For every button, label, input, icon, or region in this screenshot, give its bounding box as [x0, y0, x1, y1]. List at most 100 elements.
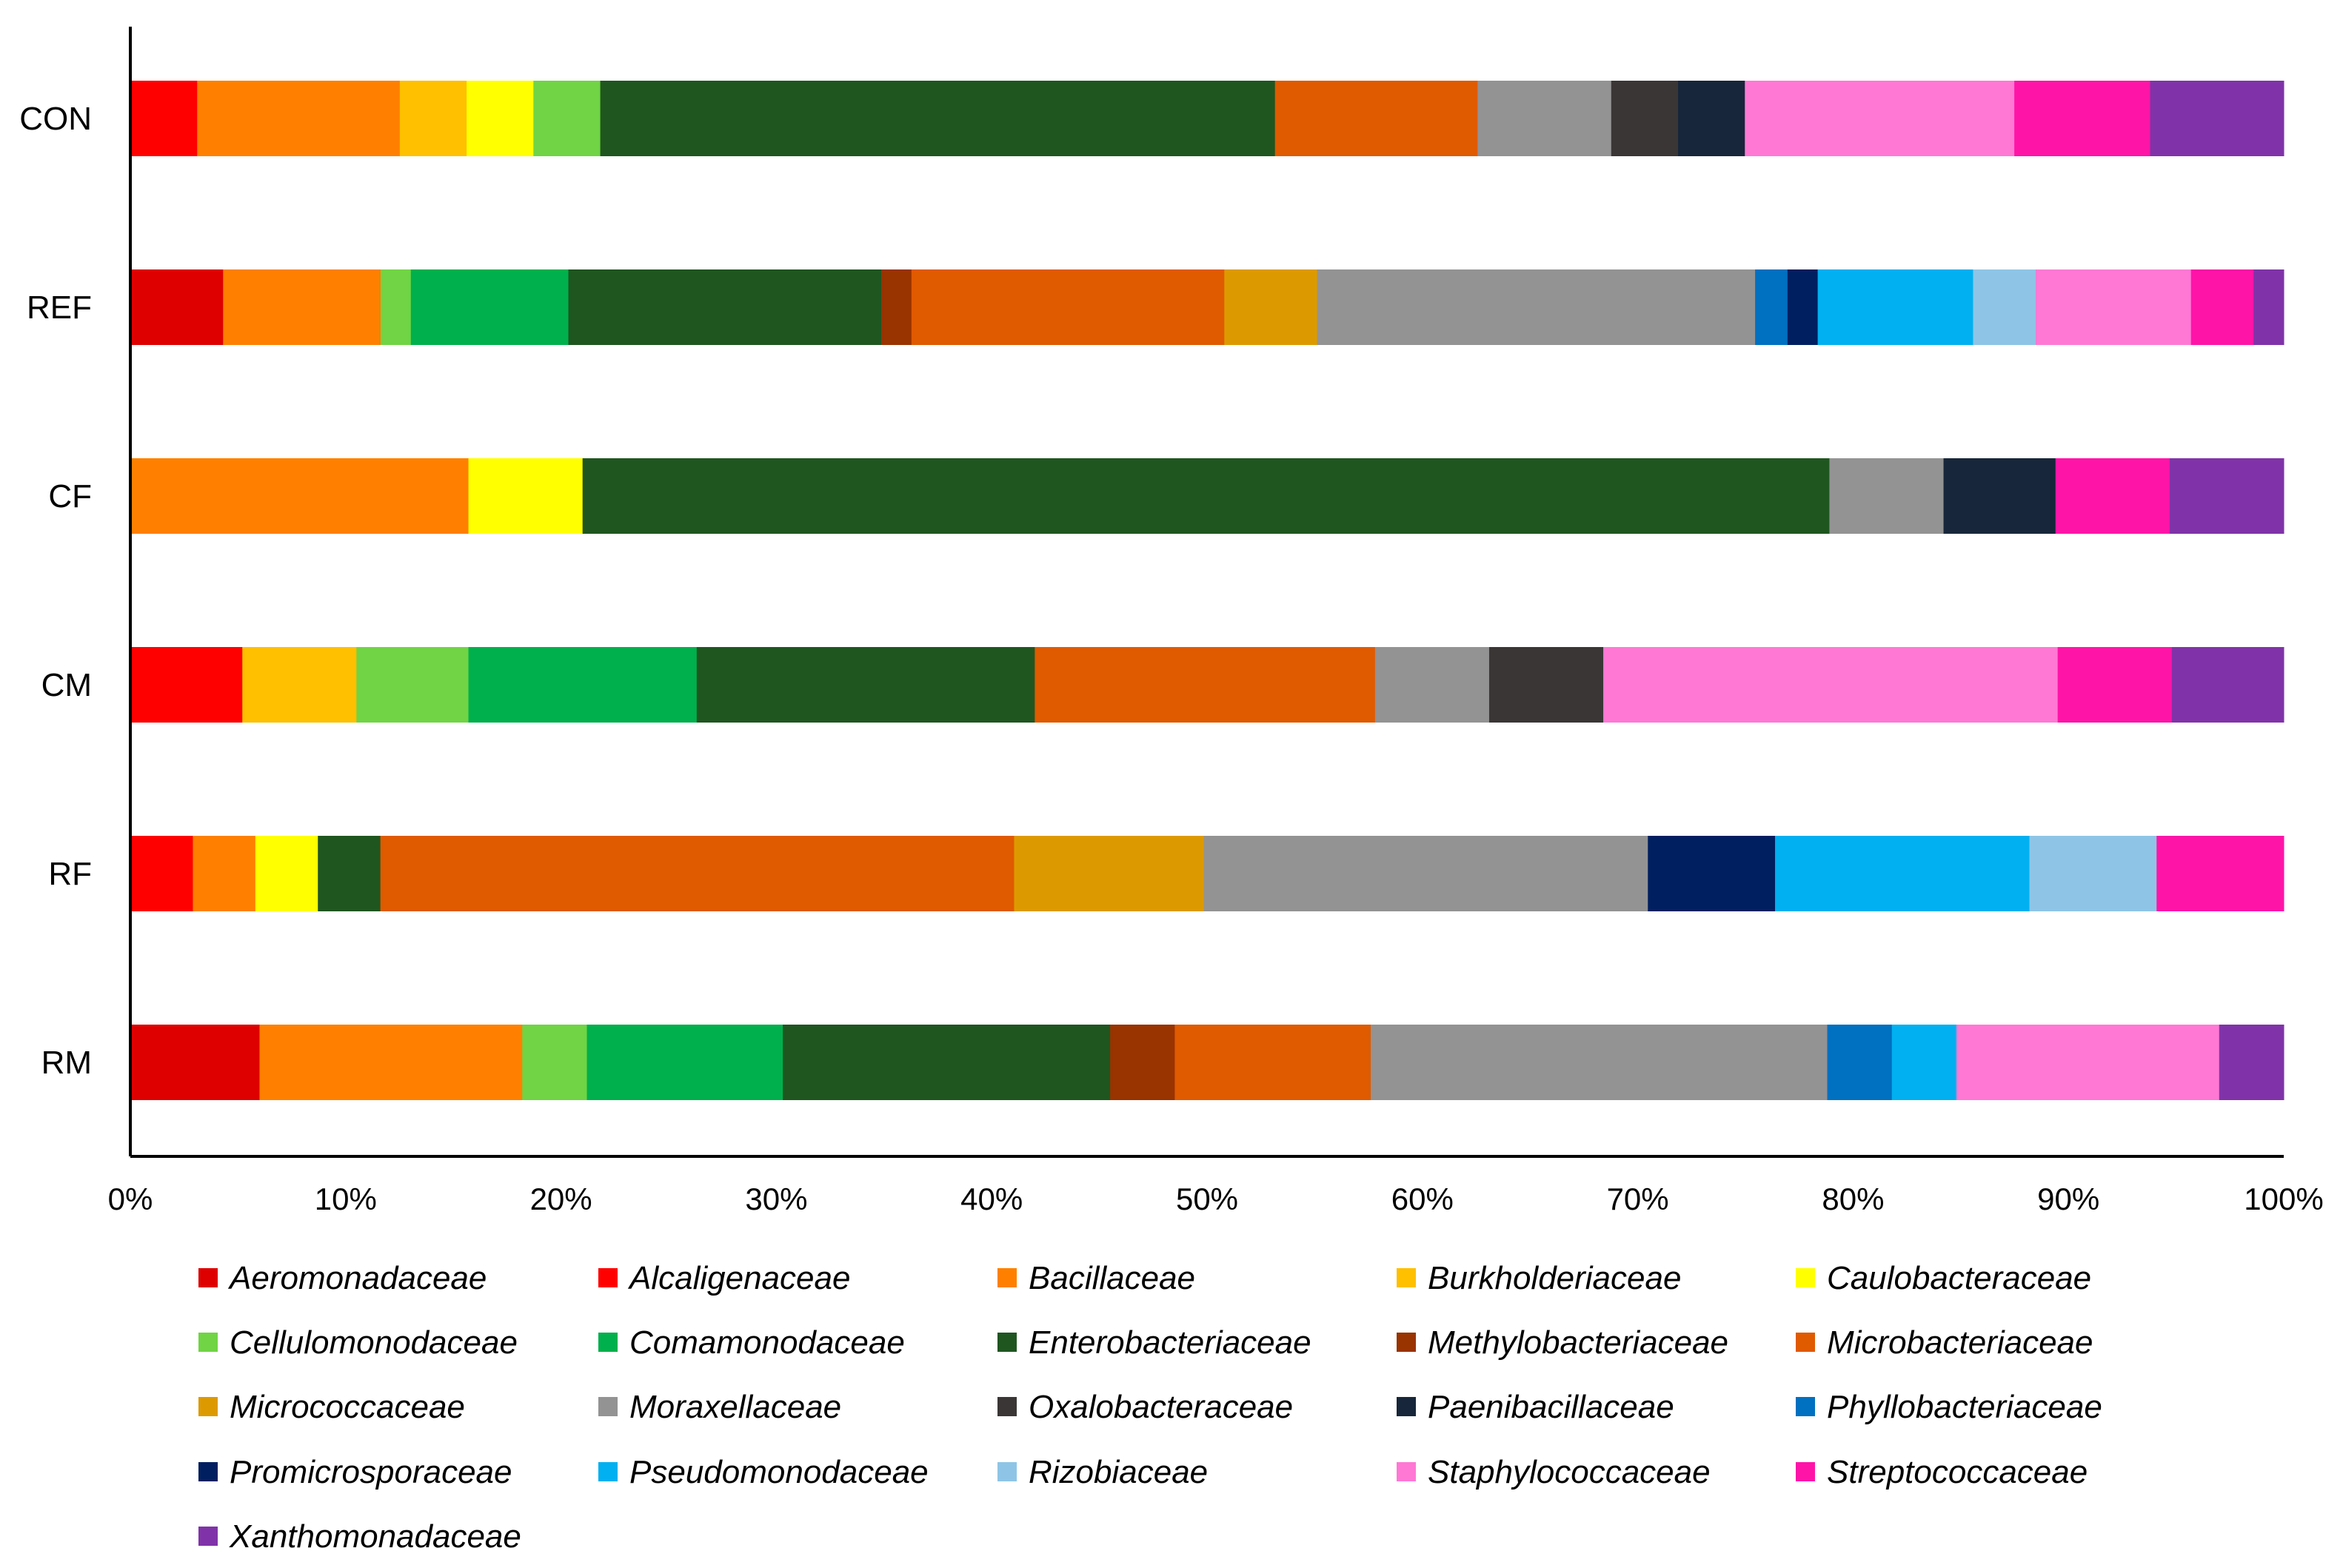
x-tick-label: 40% [960, 1182, 1023, 1216]
legend-label-alcaligenaceae: Alcaligenaceae [627, 1260, 850, 1296]
legend-swatch-promicrosporaceae [198, 1462, 218, 1481]
bar-segment-rm-phyllobacteriaceae [1827, 1025, 1893, 1100]
bar-segment-cf-bacillaceae [130, 458, 469, 534]
legend-label-paenibacillaceae: Paenibacillaceae [1428, 1389, 1674, 1425]
legend-label-rizobiaceae: Rizobiaceae [1029, 1454, 1208, 1490]
bar-segment-cf-moraxellaceae [1829, 458, 1945, 534]
legend-label-burkholderiaceae: Burkholderiaceae [1428, 1260, 1681, 1296]
bar-segment-con-paenibacillaceae [1678, 81, 1745, 156]
legend-label-xanthomonadaceae: Xanthomonadaceae [229, 1518, 521, 1555]
bar-segment-con-burkholderiaceae [399, 81, 467, 156]
bar-segment-rf-moraxellaceae [1203, 836, 1648, 911]
bar-segment-rm-methylobacteriaceae [1110, 1025, 1175, 1100]
legend-swatch-burkholderiaceae [1397, 1268, 1416, 1287]
bar-segment-con-alcaligenaceae [130, 81, 198, 156]
bar-segment-ref-moraxellaceae [1317, 269, 1756, 345]
legend-swatch-oxalobacteraceae [997, 1397, 1017, 1416]
legend-label-bacillaceae: Bacillaceae [1029, 1260, 1195, 1296]
x-tick-labels: 0% 10% 20% 30% 40% 50% 60% 70% 80% 90% 100% [108, 1182, 2324, 1216]
bar-segment-rm-comamonodaceae [586, 1025, 783, 1100]
bar-segment-cm-streptococcaceae [2057, 647, 2173, 723]
bar-segment-cm-microbacteriaceae [1035, 647, 1376, 723]
bar-segment-rm-moraxellaceae [1371, 1025, 1828, 1100]
legend-swatch-micrococcaceae [198, 1397, 218, 1416]
x-tick-label: 30% [745, 1182, 807, 1216]
category-label-cf: CF [48, 478, 92, 515]
category-label-rf: RF [48, 856, 92, 892]
x-tick-label: 100% [2244, 1182, 2323, 1216]
legend-label-aeromonadaceae: Aeromonadaceae [227, 1260, 487, 1296]
legend-swatch-caulobacteraceae [1796, 1268, 1815, 1287]
legend-swatch-enterobacteriaceae [997, 1333, 1017, 1352]
legend-swatch-phyllobacteriaceae [1796, 1397, 1815, 1416]
bar-segment-con-cellulomonodaceae [533, 81, 601, 156]
legend-label-microbacteriaceae: Microbacteriaceae [1827, 1324, 2093, 1361]
bar-segment-ref-phyllobacteriaceae [1755, 269, 1788, 345]
category-labels: CON REF CF CM RF RM [19, 101, 92, 1081]
bar-segment-cf-paenibacillaceae [1943, 458, 2056, 534]
bar-segment-ref-promicrosporaceae [1787, 269, 1819, 345]
bar-segment-con-staphylococcaceae [1745, 81, 2015, 156]
bar-segment-cf-xanthomonadaceae [2169, 458, 2284, 534]
category-label-ref: REF [27, 289, 92, 326]
legend-label-oxalobacteraceae: Oxalobacteraceae [1029, 1389, 1293, 1425]
bar-segment-ref-micrococcaceae [1224, 269, 1318, 345]
legend-swatch-comamonodaceae [598, 1333, 618, 1352]
bar-segment-cm-burkholderiaceae [242, 647, 357, 723]
bar-segment-con-bacillaceae [197, 81, 401, 156]
legend-swatch-paenibacillaceae [1397, 1397, 1416, 1416]
legend-swatch-alcaligenaceae [598, 1268, 618, 1287]
category-label-cm: CM [41, 667, 92, 703]
legend: Aeromonadaceae Alcaligenaceae Bacillaceae B… [198, 1260, 2102, 1555]
legend-swatch-aeromonadaceae [198, 1268, 218, 1287]
x-tick-label: 80% [1822, 1182, 1884, 1216]
bar-segment-cf-caulobacteraceae [468, 458, 584, 534]
legend-swatch-streptococcaceae [1796, 1462, 1815, 1481]
bar-segment-rm-bacillaceae [259, 1025, 523, 1100]
legend-label-pseudomonodaceae: Pseudomonodaceae [629, 1454, 929, 1490]
bar-segment-con-xanthomonadaceae [2150, 81, 2284, 156]
bar-segment-cf-enterobacteriaceae [582, 458, 1830, 534]
legend-label-cellulomonodaceae: Cellulomonodaceae [230, 1324, 518, 1361]
bar-segment-cm-oxalobacteraceae [1488, 647, 1604, 723]
bar-segment-con-enterobacteriaceae [600, 81, 1276, 156]
bar-segment-rm-aeromonadaceae [130, 1025, 260, 1100]
legend-swatch-xanthomonadaceae [198, 1527, 218, 1546]
bar-segment-ref-enterobacteriaceae [568, 269, 882, 345]
bar-segment-con-oxalobacteraceae [1611, 81, 1679, 156]
bar-segment-con-moraxellaceae [1477, 81, 1612, 156]
legend-label-micrococcaceae: Micrococcaceae [230, 1389, 465, 1425]
x-tick-label: 20% [530, 1182, 592, 1216]
bar-segment-rf-caulobacteraceae [255, 836, 318, 911]
x-tick-label: 70% [1607, 1182, 1669, 1216]
bar-segment-rm-staphylococcaceae [1956, 1025, 2220, 1100]
bar-segment-ref-microbacteriaceae [911, 269, 1225, 345]
legend-label-comamonodaceae: Comamonodaceae [629, 1324, 905, 1361]
bars-group [130, 81, 2284, 1100]
legend-label-caulobacteraceae: Caulobacteraceae [1827, 1260, 2091, 1296]
legend-swatch-microbacteriaceae [1796, 1333, 1815, 1352]
legend-label-methylobacteriaceae: Methylobacteriaceae [1428, 1324, 1728, 1361]
bar-segment-ref-comamonodaceae [410, 269, 569, 345]
bar-segment-rf-promicrosporaceae [1648, 836, 1776, 911]
bar-segment-rf-rizobiaceae [2029, 836, 2157, 911]
legend-swatch-bacillaceae [997, 1268, 1017, 1287]
bar-segment-rf-pseudomonodaceae [1775, 836, 2031, 911]
bar-segment-rm-cellulomonodaceae [522, 1025, 587, 1100]
legend-label-moraxellaceae: Moraxellaceae [629, 1389, 841, 1425]
category-label-rm: RM [41, 1045, 92, 1081]
bar-segment-ref-staphylococcaceae [2035, 269, 2192, 345]
legend-label-enterobacteriaceae: Enterobacteriaceae [1029, 1324, 1311, 1361]
legend-label-streptococcaceae: Streptococcaceae [1827, 1454, 2088, 1490]
bar-segment-ref-methylobacteriaceae [881, 269, 912, 345]
legend-swatch-rizobiaceae [997, 1462, 1017, 1481]
bar-segment-cm-enterobacteriaceae [696, 647, 1035, 723]
bar-segment-rm-microbacteriaceae [1174, 1025, 1371, 1100]
bar-segment-rf-micrococcaceae [1014, 836, 1205, 911]
bar-segment-cm-staphylococcaceae [1603, 647, 2059, 723]
legend-label-promicrosporaceae: Promicrosporaceae [230, 1454, 512, 1490]
bar-segment-ref-cellulomonodaceae [381, 269, 412, 345]
bar-segment-rf-streptococcaceae [2156, 836, 2284, 911]
bar-segment-ref-bacillaceae [223, 269, 381, 345]
